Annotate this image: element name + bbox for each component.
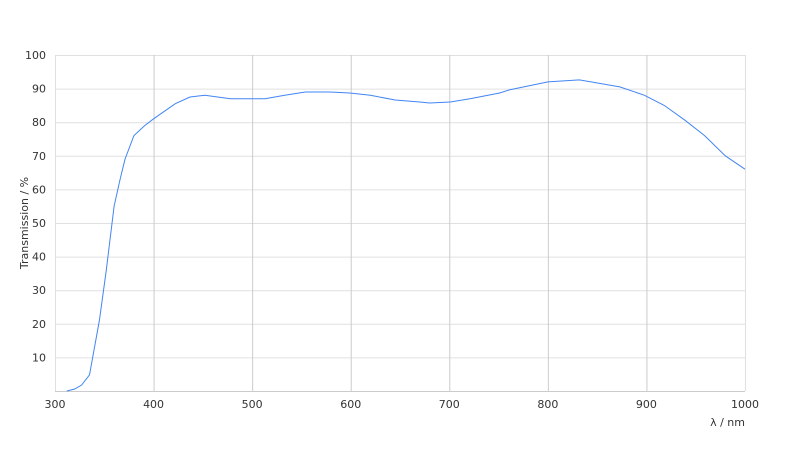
x-tick-label: 400 [143, 398, 164, 411]
tick-labels: 10 20 30 40 50 60 70 80 90 100 300 400 500 600 700 800 9… [25, 49, 759, 411]
y-tick-label: 50 [32, 217, 46, 230]
x-tick-label: 600 [340, 398, 361, 411]
y-tick-label: 20 [32, 318, 46, 331]
x-tick-label: 800 [537, 398, 558, 411]
x-tick-label: 700 [439, 398, 460, 411]
y-tick-label: 10 [32, 351, 46, 364]
y-tick-label: 100 [25, 49, 46, 62]
x-tick-label: 1000 [731, 398, 759, 411]
x-tick-label: 300 [45, 398, 66, 411]
x-tick-label: 500 [242, 398, 263, 411]
y-axis-label: Transmission / % [18, 177, 31, 270]
y-tick-label: 40 [32, 251, 46, 264]
x-axis-label: λ / nm [710, 416, 745, 429]
y-tick-label: 60 [32, 183, 46, 196]
y-tick-label: 30 [32, 284, 46, 297]
y-tick-label: 90 [32, 83, 46, 96]
series-line [66, 79, 746, 392]
y-tick-label: 70 [32, 150, 46, 163]
y-tick-label: 80 [32, 116, 46, 129]
x-tick-label: 900 [636, 398, 657, 411]
grid [55, 55, 746, 392]
